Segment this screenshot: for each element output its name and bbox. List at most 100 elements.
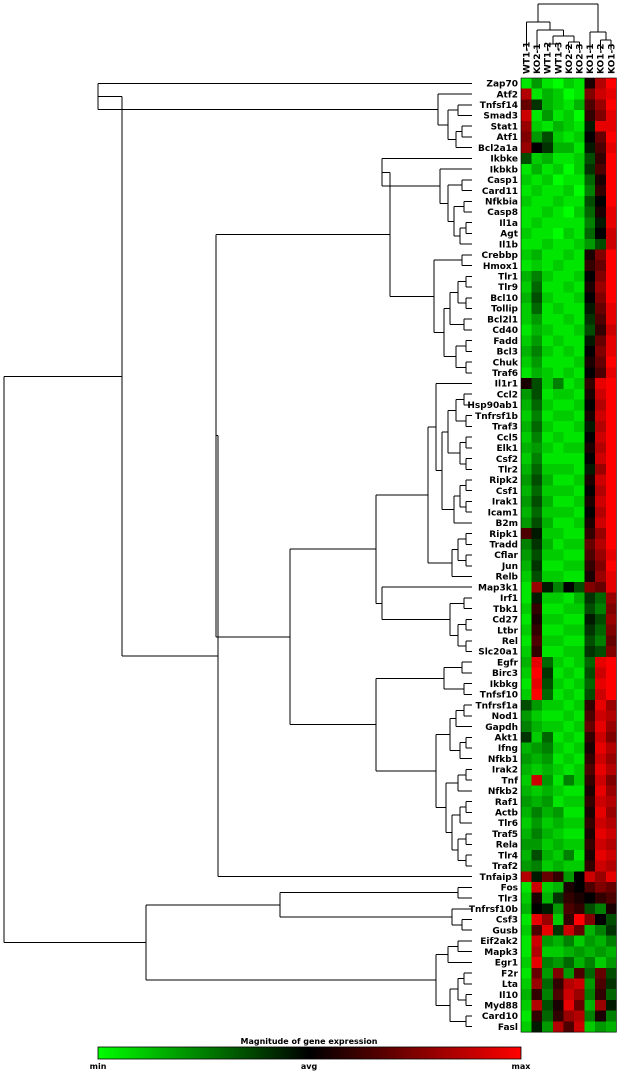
heatmap-cell: [605, 281, 617, 293]
heatmap-cell: [521, 453, 532, 465]
gene-label: Cd40: [492, 326, 518, 336]
heatmap-cell: [584, 957, 596, 969]
heatmap-cell: [595, 453, 607, 465]
heatmap-cell: [542, 571, 554, 583]
heatmap-cell: [542, 217, 554, 229]
heatmap-cell: [531, 1021, 543, 1033]
heatmap-cell: [521, 1021, 532, 1033]
heatmap-cell: [531, 99, 543, 111]
heatmap-cell: [584, 303, 596, 315]
gene-label: Rela: [496, 841, 518, 851]
gene-label: Il10: [499, 991, 518, 1001]
heatmap-cell: [595, 924, 607, 936]
heatmap-cell: [552, 281, 564, 293]
heatmap-cell: [542, 463, 554, 475]
heatmap-cell: [584, 806, 596, 818]
heatmap-cell: [521, 624, 532, 636]
heatmap-cell: [531, 388, 543, 400]
heatmap-cell: [563, 453, 575, 465]
gene-label: Csf1: [496, 487, 518, 497]
heatmap-cell: [563, 1021, 575, 1033]
gene-label: Atf2: [497, 90, 518, 100]
heatmap-cell: [574, 785, 585, 797]
heatmap-cell: [542, 806, 554, 818]
heatmap-cell: [574, 571, 585, 583]
heatmap-cell: [563, 110, 575, 122]
heatmap-cell: [552, 796, 564, 808]
heatmap-cell: [595, 903, 607, 915]
heatmap-cell: [574, 989, 585, 1001]
heatmap-cell: [542, 989, 554, 1001]
heatmap-cell: [542, 935, 554, 947]
heatmap-cell: [584, 421, 596, 433]
heatmap-cell: [595, 978, 607, 990]
gene-label: Rel: [502, 637, 518, 647]
heatmap-cell: [574, 228, 585, 240]
heatmap-cell: [521, 528, 532, 540]
gene-label: Agt: [500, 230, 518, 240]
heatmap-cell: [563, 924, 575, 936]
heatmap-cell: [563, 753, 575, 765]
heatmap-cell: [531, 753, 543, 765]
heatmap-cell: [574, 431, 585, 443]
heatmap-cell: [531, 839, 543, 851]
heatmap-cell: [605, 163, 617, 175]
heatmap-cell: [531, 860, 543, 872]
heatmap-cell: [531, 796, 543, 808]
heatmap-cell: [584, 120, 596, 132]
heatmap-cell: [584, 399, 596, 411]
heatmap-cell: [531, 142, 543, 154]
heatmap-cell: [531, 656, 543, 668]
heatmap-cell: [595, 817, 607, 829]
gene-label: Mapk3: [484, 948, 518, 958]
heatmap-cell: [563, 999, 575, 1011]
heatmap-cell: [584, 892, 596, 904]
heatmap-cell: [595, 1021, 607, 1033]
heatmap-cell: [542, 388, 554, 400]
gene-label: F2r: [501, 969, 518, 979]
sample-label: KO2-3: [576, 44, 586, 74]
heatmap-cell: [584, 453, 596, 465]
heatmap-cell: [605, 442, 617, 454]
heatmap-cell: [595, 238, 607, 250]
heatmap-cell: [552, 635, 564, 647]
heatmap-cell: [563, 935, 575, 947]
heatmap-cell: [584, 753, 596, 765]
heatmap-cell: [542, 892, 554, 904]
gene-label: Ccl5: [497, 433, 518, 443]
gene-label: Irak2: [492, 766, 518, 776]
heatmap-cell: [584, 678, 596, 690]
heatmap-cell: [542, 592, 554, 604]
gene-label: Actb: [495, 809, 519, 819]
heatmap-cell: [574, 656, 585, 668]
heatmap-cell: [605, 603, 617, 615]
gene-label: Bcl10: [490, 294, 518, 304]
heatmap-cell: [531, 453, 543, 465]
heatmap-cell: [584, 699, 596, 711]
heatmap-cell: [563, 249, 575, 261]
heatmap-cell: [531, 195, 543, 207]
heatmap-cell: [584, 924, 596, 936]
sample-label: KO1-1: [586, 44, 596, 74]
heatmap-cell: [584, 946, 596, 958]
heatmap-cell: [595, 120, 607, 132]
sample-labels: WT1-1 KO2-1 WT1-2 WT1-3 KO2-2 KO2-3 KO1-1 KO1-2…: [523, 42, 617, 74]
heatmap-cell: [574, 592, 585, 604]
heatmap-cell: [521, 699, 532, 711]
heatmap-cell: [531, 624, 543, 636]
heatmap-cell: [574, 860, 585, 872]
heatmap-cell: [595, 892, 607, 904]
heatmap-cell: [521, 217, 532, 229]
heatmap-cell: [521, 517, 532, 529]
heatmap-cell: [531, 678, 543, 690]
heatmap-cell: [552, 785, 564, 797]
heatmap-cell: [542, 238, 554, 250]
heatmap-cell: [574, 528, 585, 540]
heatmap-cell: [521, 163, 532, 175]
heatmap-cell: [574, 249, 585, 261]
heatmap-cell: [521, 903, 532, 915]
heatmap-cell: [521, 206, 532, 218]
color-scale-legend: Magnitude of gene expression min avg max: [90, 1037, 532, 1071]
heatmap-cell: [584, 646, 596, 658]
heatmap-cell: [574, 903, 585, 915]
